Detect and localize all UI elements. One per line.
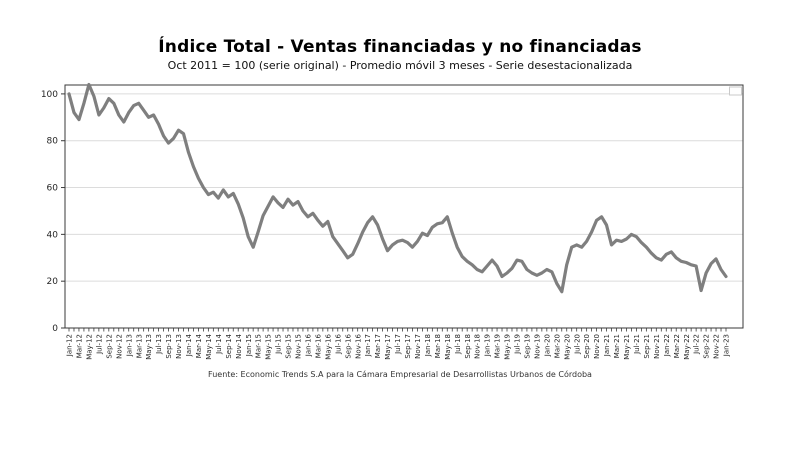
svg-text:80: 80 bbox=[47, 137, 59, 147]
svg-text:Jan-19: Jan-19 bbox=[484, 334, 492, 357]
svg-text:Jan-15: Jan-15 bbox=[245, 334, 253, 357]
svg-text:Sep-15: Sep-15 bbox=[285, 334, 293, 359]
svg-text:20: 20 bbox=[47, 277, 59, 287]
svg-text:Nov-14: Nov-14 bbox=[235, 333, 243, 358]
svg-text:Jan-20: Jan-20 bbox=[543, 334, 551, 357]
svg-text:Nov-20: Nov-20 bbox=[593, 334, 601, 359]
svg-text:Jul-20: Jul-20 bbox=[573, 334, 581, 355]
svg-text:Jan-14: Jan-14 bbox=[185, 333, 193, 357]
svg-text:40: 40 bbox=[47, 230, 59, 240]
svg-text:Jan-13: Jan-13 bbox=[125, 334, 133, 357]
x-axis-ticks bbox=[68, 328, 727, 332]
svg-text:Nov-22: Nov-22 bbox=[713, 334, 721, 359]
svg-text:Nov-18: Nov-18 bbox=[474, 334, 482, 359]
svg-text:Sep-13: Sep-13 bbox=[165, 334, 173, 359]
svg-text:Nov-13: Nov-13 bbox=[175, 334, 183, 359]
svg-text:Mar-15: Mar-15 bbox=[255, 334, 263, 358]
svg-text:Jan-17: Jan-17 bbox=[364, 334, 372, 357]
series-line bbox=[67, 82, 728, 294]
svg-text:May-12: May-12 bbox=[86, 334, 94, 360]
svg-text:Jul-19: Jul-19 bbox=[514, 334, 522, 355]
svg-text:May-22: May-22 bbox=[683, 334, 691, 360]
svg-text:Jan-18: Jan-18 bbox=[424, 334, 432, 357]
svg-text:May-18: May-18 bbox=[444, 334, 452, 360]
svg-text:May-20: May-20 bbox=[563, 334, 571, 360]
svg-text:Mar-13: Mar-13 bbox=[135, 334, 143, 358]
chart-title: Índice Total - Ventas financiadas y no f… bbox=[158, 37, 642, 57]
svg-text:Nov-16: Nov-16 bbox=[354, 333, 362, 358]
y-gridlines bbox=[65, 93, 743, 329]
svg-text:Mar-20: Mar-20 bbox=[553, 334, 561, 358]
svg-text:Mar-21: Mar-21 bbox=[613, 334, 621, 358]
svg-text:Mar-18: Mar-18 bbox=[434, 334, 442, 358]
y-axis-labels: 0 20 40 60 80 100 bbox=[41, 90, 65, 334]
svg-text:Sep-19: Sep-19 bbox=[524, 334, 532, 359]
svg-text:Sep-17: Sep-17 bbox=[404, 334, 412, 359]
source-note: Fuente: Economic Trends S.A para la Cáma… bbox=[208, 370, 592, 379]
svg-text:Mar-22: Mar-22 bbox=[673, 334, 681, 358]
svg-text:Jul-22: Jul-22 bbox=[693, 334, 701, 355]
svg-text:Jul-13: Jul-13 bbox=[155, 334, 163, 355]
svg-text:Sep-18: Sep-18 bbox=[464, 334, 472, 359]
svg-text:Sep-16: Sep-16 bbox=[344, 333, 352, 358]
chart-subtitle: Oct 2011 = 100 (serie original) - Promed… bbox=[167, 59, 633, 72]
svg-text:Sep-14: Sep-14 bbox=[225, 333, 233, 358]
svg-text:Jan-23: Jan-23 bbox=[723, 334, 731, 357]
svg-text:Sep-12: Sep-12 bbox=[105, 334, 113, 359]
svg-text:May-16: May-16 bbox=[324, 333, 332, 359]
svg-text:May-19: May-19 bbox=[504, 334, 512, 360]
svg-text:0: 0 bbox=[52, 324, 58, 334]
x-axis-labels: Jan-12 Mar-12 May-12 Jul-12 Sep-12 Nov-12 Jan-… bbox=[66, 333, 731, 359]
svg-text:Jul-15: Jul-15 bbox=[275, 334, 283, 355]
svg-text:100: 100 bbox=[41, 90, 58, 100]
svg-text:Mar-12: Mar-12 bbox=[76, 334, 84, 358]
svg-text:Sep-21: Sep-21 bbox=[643, 334, 651, 359]
svg-text:Jan-16: Jan-16 bbox=[305, 333, 313, 357]
svg-text:Nov-21: Nov-21 bbox=[653, 334, 661, 359]
svg-text:Jul-21: Jul-21 bbox=[633, 334, 641, 355]
svg-text:Nov-17: Nov-17 bbox=[414, 334, 422, 359]
svg-text:60: 60 bbox=[47, 184, 59, 194]
svg-text:May-14: May-14 bbox=[205, 333, 213, 359]
svg-text:Jan-22: Jan-22 bbox=[663, 334, 671, 357]
svg-text:Jul-12: Jul-12 bbox=[95, 334, 103, 355]
svg-text:Mar-16: Mar-16 bbox=[314, 333, 322, 358]
svg-text:May-15: May-15 bbox=[265, 334, 273, 360]
svg-text:Nov-19: Nov-19 bbox=[533, 334, 541, 359]
svg-text:Jul-18: Jul-18 bbox=[454, 334, 462, 355]
svg-text:Mar-17: Mar-17 bbox=[374, 334, 382, 358]
plot-border bbox=[64, 84, 744, 329]
svg-text:May-13: May-13 bbox=[145, 334, 153, 360]
svg-text:Sep-20: Sep-20 bbox=[583, 334, 591, 359]
svg-text:May-21: May-21 bbox=[623, 334, 631, 360]
svg-text:Jan-21: Jan-21 bbox=[603, 334, 611, 357]
svg-text:Nov-15: Nov-15 bbox=[295, 334, 303, 359]
svg-text:Mar-19: Mar-19 bbox=[494, 334, 502, 358]
svg-text:Jul-17: Jul-17 bbox=[394, 334, 402, 355]
svg-text:Nov-12: Nov-12 bbox=[115, 334, 123, 359]
svg-text:Sep-22: Sep-22 bbox=[703, 334, 711, 359]
legend-box bbox=[729, 86, 742, 96]
svg-text:Jul-16: Jul-16 bbox=[334, 333, 342, 354]
svg-text:Mar-14: Mar-14 bbox=[195, 333, 203, 358]
svg-text:Jan-12: Jan-12 bbox=[66, 334, 74, 357]
svg-text:Jul-14: Jul-14 bbox=[215, 333, 223, 354]
svg-text:May-17: May-17 bbox=[384, 334, 392, 360]
